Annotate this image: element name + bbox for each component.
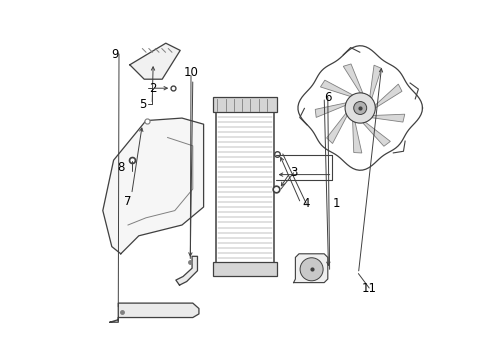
Circle shape — [345, 93, 375, 123]
Polygon shape — [372, 114, 405, 122]
Text: 4: 4 — [302, 197, 310, 210]
FancyBboxPatch shape — [213, 262, 277, 276]
Polygon shape — [320, 80, 353, 96]
Text: 11: 11 — [362, 282, 377, 294]
Text: 8: 8 — [117, 161, 124, 174]
Polygon shape — [110, 303, 199, 322]
Text: 10: 10 — [184, 66, 198, 78]
Polygon shape — [315, 103, 346, 117]
Polygon shape — [130, 43, 180, 79]
Polygon shape — [363, 122, 391, 146]
Circle shape — [354, 102, 367, 114]
Polygon shape — [294, 254, 328, 283]
Text: 3: 3 — [290, 166, 297, 179]
Polygon shape — [176, 256, 197, 285]
Text: 7: 7 — [124, 195, 132, 208]
Text: 5: 5 — [139, 98, 146, 111]
FancyBboxPatch shape — [213, 97, 277, 112]
Text: 9: 9 — [112, 48, 119, 60]
Circle shape — [300, 258, 323, 281]
Text: 1: 1 — [333, 197, 341, 210]
Text: 6: 6 — [324, 91, 332, 104]
Polygon shape — [375, 84, 402, 108]
Polygon shape — [343, 64, 363, 93]
Polygon shape — [370, 65, 382, 98]
Polygon shape — [327, 113, 347, 144]
Polygon shape — [103, 118, 204, 254]
Polygon shape — [353, 121, 362, 153]
Text: 2: 2 — [149, 82, 157, 95]
